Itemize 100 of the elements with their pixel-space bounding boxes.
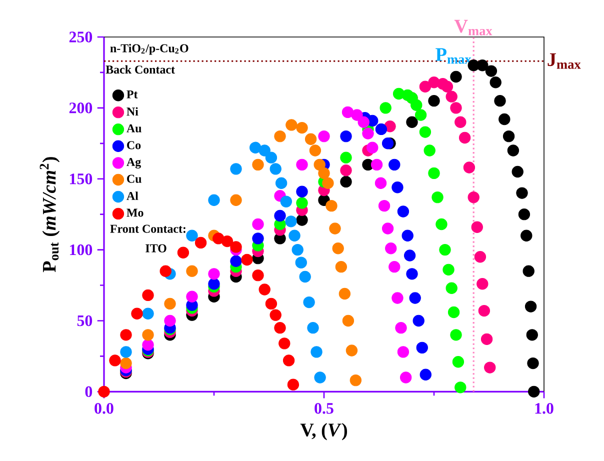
point xyxy=(318,130,330,142)
legend-title: Back Contact xyxy=(106,65,175,74)
point xyxy=(518,208,530,220)
point xyxy=(484,362,496,374)
point xyxy=(432,191,444,204)
point xyxy=(358,116,370,128)
point xyxy=(400,372,412,384)
point xyxy=(230,241,242,253)
point xyxy=(419,80,432,92)
point xyxy=(252,232,264,244)
point xyxy=(382,138,394,150)
legend-label: Cu xyxy=(127,174,142,183)
y-tick-label: 0 xyxy=(85,386,92,398)
point xyxy=(280,196,292,208)
point xyxy=(420,368,432,380)
point xyxy=(274,130,286,142)
point xyxy=(275,177,288,189)
point xyxy=(274,322,286,334)
point xyxy=(442,264,454,276)
point xyxy=(454,382,466,394)
y-tick-label: 150 xyxy=(70,173,92,184)
point xyxy=(109,354,121,366)
point xyxy=(186,290,198,302)
point xyxy=(194,236,207,249)
y-tick-label: 250 xyxy=(69,32,92,42)
point xyxy=(374,177,387,189)
point xyxy=(397,346,410,358)
point xyxy=(406,268,418,280)
point xyxy=(516,187,528,199)
point xyxy=(397,206,410,218)
point xyxy=(392,292,404,304)
point xyxy=(409,292,421,304)
point xyxy=(285,216,297,228)
point xyxy=(395,322,407,334)
point xyxy=(406,116,418,128)
point xyxy=(120,329,132,341)
point xyxy=(252,269,264,282)
point xyxy=(471,221,483,233)
point xyxy=(524,300,537,312)
point xyxy=(404,250,416,262)
point xyxy=(160,265,172,277)
point xyxy=(494,94,506,107)
point xyxy=(322,177,334,189)
point xyxy=(208,194,220,206)
point xyxy=(439,244,451,256)
point xyxy=(340,176,352,188)
point xyxy=(370,158,383,171)
point xyxy=(309,144,322,156)
point xyxy=(402,230,414,242)
point xyxy=(480,333,493,346)
y-tick-label: 200 xyxy=(69,102,92,114)
point xyxy=(142,339,154,351)
x-tick-label: 0.0 xyxy=(94,403,114,414)
y-tick-label: 50 xyxy=(77,315,92,326)
point xyxy=(366,142,378,154)
point xyxy=(485,65,498,77)
point xyxy=(286,119,298,131)
annotation: P$_{max}$ xyxy=(436,48,472,64)
point xyxy=(296,197,308,209)
point xyxy=(212,232,224,244)
point xyxy=(265,298,278,310)
annotation: n-TiO$_{2}$/p-Cu$_{2}$O xyxy=(110,44,188,55)
legend-label: Co xyxy=(127,141,141,150)
point xyxy=(448,306,460,318)
point xyxy=(412,314,424,327)
point xyxy=(350,374,362,386)
point xyxy=(454,116,466,128)
point xyxy=(414,109,427,121)
point xyxy=(474,251,486,263)
point xyxy=(250,142,262,154)
point xyxy=(450,70,462,83)
point xyxy=(446,282,458,294)
point xyxy=(452,356,464,368)
point xyxy=(304,133,317,145)
point xyxy=(463,162,476,174)
point xyxy=(221,235,234,248)
point xyxy=(287,378,300,390)
point xyxy=(186,265,198,277)
point xyxy=(388,260,400,273)
point xyxy=(507,144,520,156)
y-tick-label: 100 xyxy=(70,244,92,256)
point xyxy=(382,222,394,234)
point xyxy=(142,308,154,320)
annotation: ITO xyxy=(146,244,166,252)
point xyxy=(476,278,488,290)
point xyxy=(288,230,300,242)
point xyxy=(527,357,539,370)
point xyxy=(375,123,388,136)
y-axis-title: P$_{out}$ (mW/cm$^{2}$) xyxy=(40,157,60,272)
point xyxy=(292,244,304,256)
point xyxy=(310,346,322,358)
point xyxy=(307,322,319,334)
point xyxy=(428,94,440,107)
point xyxy=(450,102,462,114)
legend-label: Mo xyxy=(126,208,144,217)
point xyxy=(274,210,286,222)
x-tick-label: 1.0 xyxy=(535,403,554,414)
x-tick-label: 0.5 xyxy=(314,403,334,414)
point xyxy=(142,289,154,302)
point xyxy=(252,218,264,230)
